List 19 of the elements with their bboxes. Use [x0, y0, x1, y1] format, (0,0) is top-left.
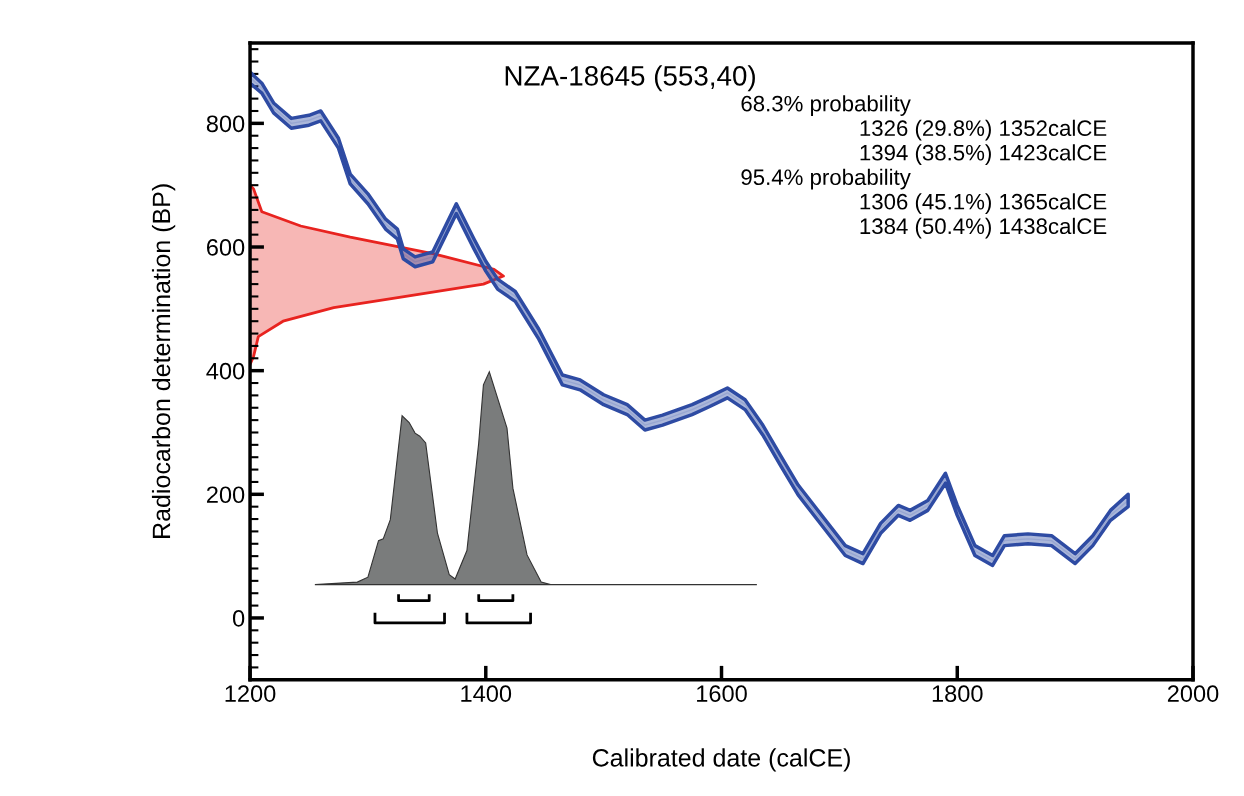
annotation: 95.4% probability — [741, 168, 911, 190]
x-tick-label: 2000 — [1167, 685, 1219, 702]
y-tick-label: 600 — [206, 239, 245, 256]
text: NZA-18645 (553,40) — [505, 65, 755, 92]
x-axis-title: Calibrated date (calCE) — [592, 748, 850, 772]
annotation: 1394 (38.5%) 1423calCE — [860, 144, 1107, 165]
y-tick-label: 400 — [206, 362, 245, 380]
annotation: 1306 (45.1%) 1365calCE — [860, 193, 1107, 214]
x-tick-label: 1400 — [461, 685, 512, 702]
y-tick-label: 800 — [206, 115, 245, 133]
annotation: 1326 (29.8%) 1352calCE — [860, 119, 1107, 141]
y-tick-label: 200 — [206, 486, 245, 504]
x-tick-label: 1200 — [225, 685, 276, 702]
x-tick-label: 1800 — [932, 685, 983, 702]
y-tick-label: 0 — [232, 610, 245, 627]
y-axis-title: Radiocarbon determination (BP) — [151, 184, 176, 538]
annotation: 68.3% probability — [741, 95, 911, 116]
x-tick-label: 1600 — [697, 685, 747, 702]
annotation: 1384 (50.4%) 1438calCE — [860, 217, 1107, 239]
